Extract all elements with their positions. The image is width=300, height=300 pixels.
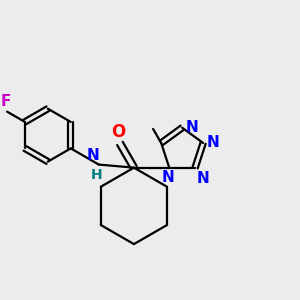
Text: F: F bbox=[1, 94, 11, 109]
Text: N: N bbox=[207, 136, 219, 151]
Text: H: H bbox=[91, 168, 102, 182]
Text: N: N bbox=[186, 120, 199, 135]
Text: N: N bbox=[161, 170, 174, 185]
Text: N: N bbox=[87, 148, 100, 164]
Text: N: N bbox=[196, 171, 209, 186]
Text: O: O bbox=[111, 122, 126, 140]
